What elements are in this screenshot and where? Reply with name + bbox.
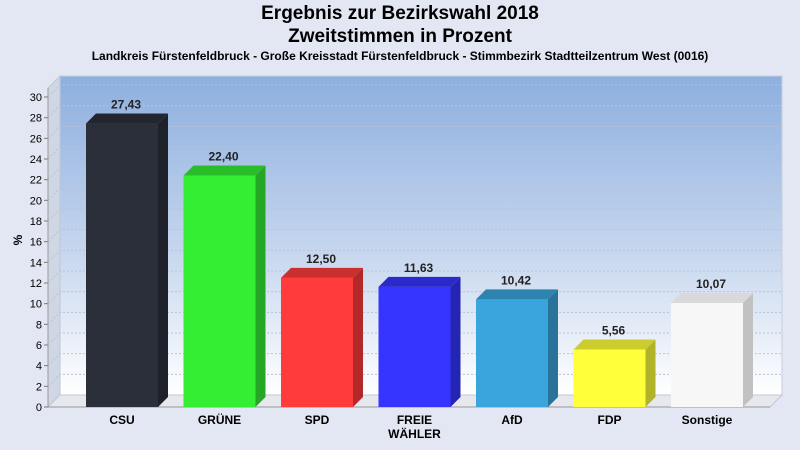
y-tick-label: 8 [36, 319, 42, 331]
grid-line [47, 105, 782, 119]
plot-side-wall [47, 74, 61, 409]
grid-line [47, 311, 782, 325]
y-tick-label: 24 [30, 154, 42, 166]
y-tick-label: 2 [36, 381, 42, 393]
bar-side [645, 339, 656, 407]
grid-line [47, 146, 782, 160]
y-tick-label: 20 [30, 195, 42, 207]
bar-front [86, 123, 158, 407]
value-label: 12,50 [306, 252, 336, 266]
category-label: FDP [598, 413, 622, 427]
category-label: CSU [109, 413, 134, 427]
category-label: AfD [501, 413, 523, 427]
grid-line [47, 249, 782, 263]
bar-afd [476, 289, 558, 407]
bar-side [450, 276, 461, 407]
value-label: 27,43 [111, 98, 141, 112]
bar-top [183, 165, 266, 176]
bar-top [86, 113, 168, 124]
bar-top [281, 267, 363, 278]
bar-top [476, 289, 558, 300]
value-label: 22,40 [208, 150, 238, 164]
bar-top [671, 292, 753, 303]
bars [86, 113, 753, 407]
y-tick-label: 22 [30, 175, 42, 187]
y-tick-label: 28 [30, 113, 42, 125]
y-tick-label: 4 [36, 361, 42, 373]
grid-line [47, 229, 782, 243]
grid-line [47, 208, 782, 222]
bar-fdp [573, 339, 656, 407]
grid-line [47, 332, 782, 346]
value-label: 10,07 [696, 277, 726, 291]
chart-subtitle: Landkreis Fürstenfeldbruck - Große Kreis… [91, 49, 709, 63]
bar-grüne [183, 165, 266, 407]
bar-side [353, 267, 363, 407]
bar-front [573, 349, 646, 407]
bar-front [281, 277, 353, 407]
y-tick-label: 14 [30, 257, 42, 269]
value-label: 11,63 [404, 261, 434, 275]
y-tick-label: 26 [30, 133, 42, 145]
grid-lines [47, 84, 782, 387]
grid-line [47, 84, 782, 98]
bar-side [158, 113, 168, 407]
grid-line [47, 291, 782, 305]
y-tick-label: 10 [30, 299, 42, 311]
category-label: WÄHLER [388, 426, 441, 441]
y-tick-label: 16 [30, 237, 42, 249]
grid-line [47, 353, 782, 367]
grid-line [47, 373, 782, 387]
y-tick-label: 6 [36, 340, 42, 352]
bar-top [378, 276, 461, 287]
bar-csu [86, 113, 168, 407]
bar-spd [281, 267, 363, 407]
grid-line [47, 187, 782, 201]
grid-line [47, 167, 782, 181]
bar-front [671, 302, 743, 407]
grid-line [47, 125, 782, 139]
value-label: 10,42 [501, 273, 531, 287]
y-tick-label: 18 [30, 216, 42, 228]
bar-front [476, 299, 548, 407]
y-tick-label: 0 [36, 402, 42, 414]
category-label: SPD [305, 413, 330, 427]
grid-line [47, 270, 782, 284]
y-tick-label: 30 [30, 92, 42, 104]
chart-title-line2: Zweitstimmen in Prozent [288, 26, 512, 47]
value-label: 5,56 [602, 324, 626, 338]
labels: 27,43 CSU 22,40 GRÜNE 12,50 SPD 11,63 FREIEWÄHL… [109, 98, 732, 441]
category-label: Sonstige [682, 413, 733, 427]
category-label: GRÜNE [198, 412, 241, 427]
bar-front [378, 286, 451, 407]
bar-side [743, 292, 753, 407]
category-label: FREIE [397, 413, 432, 427]
chart-header: Ergebnis zur Bezirkswahl 2018 Zweitstimm… [0, 2, 800, 63]
bar-front [183, 175, 256, 407]
y-axis-title: % [11, 234, 25, 245]
bar-sonstige [671, 292, 753, 407]
y-tick-label: 12 [30, 278, 42, 290]
bar-top [573, 339, 656, 350]
bar-side [255, 165, 266, 407]
bar-freie-wähler [378, 276, 461, 407]
bar-side [548, 289, 558, 407]
chart-title-line1: Ergebnis zur Bezirkswahl 2018 [261, 3, 539, 24]
